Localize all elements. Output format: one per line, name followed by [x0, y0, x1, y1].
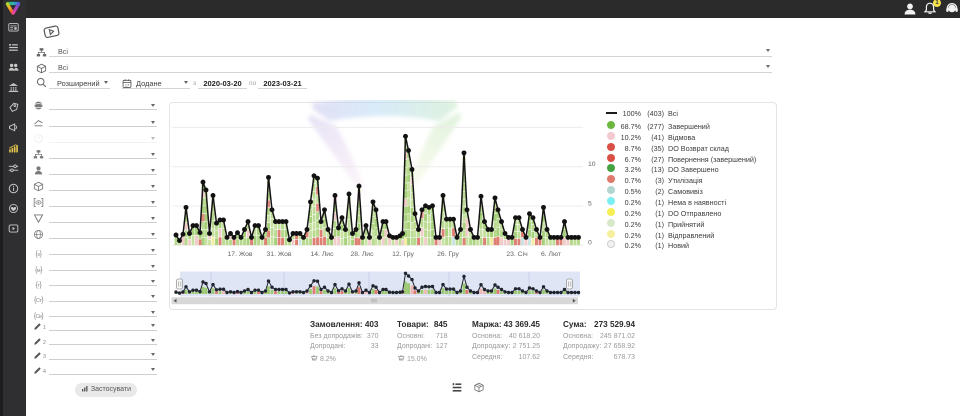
svg-text:17: 17: [125, 82, 129, 87]
svg-text:14. Лис: 14. Лис: [311, 251, 335, 258]
svg-text:6. Лют: 6. Лют: [541, 251, 561, 258]
svg-text:12. Гру: 12. Гру: [392, 251, 414, 258]
svg-text:23. Січ: 23. Січ: [506, 250, 528, 258]
svg-text:10: 10: [588, 161, 596, 168]
svg-text:?: ?: [37, 136, 40, 142]
svg-text:0: 0: [588, 240, 592, 247]
svg-text:31. Жов: 31. Жов: [267, 251, 292, 258]
svg-text:5: 5: [588, 200, 592, 207]
svg-text:28. Лис: 28. Лис: [351, 251, 375, 258]
svg-text:17. Жов: 17. Жов: [228, 251, 253, 258]
svg-text:26. Гру: 26. Гру: [437, 251, 459, 258]
